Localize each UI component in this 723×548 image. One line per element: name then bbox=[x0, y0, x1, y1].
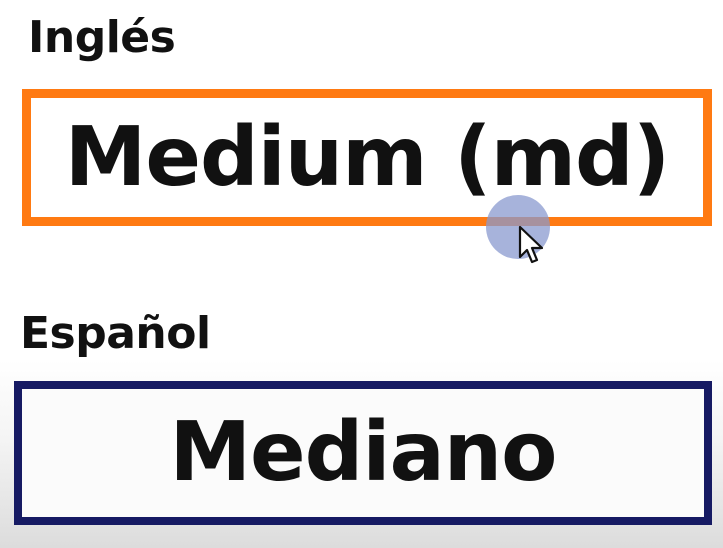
spanish-term: Mediano bbox=[169, 405, 557, 500]
spanish-term-box: Mediano bbox=[14, 381, 712, 525]
english-term-box: Medium (md) bbox=[22, 89, 712, 226]
spanish-language-label: Español bbox=[20, 308, 211, 359]
english-term: Medium (md) bbox=[64, 109, 670, 205]
english-language-label: Inglés bbox=[28, 12, 176, 63]
mouse-pointer-icon bbox=[518, 225, 544, 264]
